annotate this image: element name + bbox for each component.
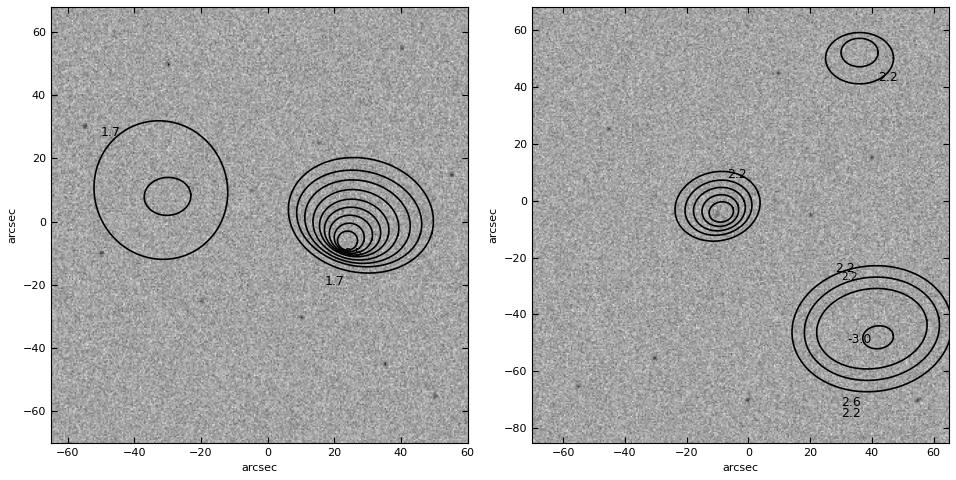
Text: 2.2: 2.2: [841, 407, 860, 420]
Text: 2.2: 2.2: [841, 272, 858, 282]
Text: 1.7: 1.7: [324, 275, 344, 288]
Y-axis label: arcsec: arcsec: [489, 207, 498, 243]
Text: 2.2: 2.2: [727, 168, 747, 181]
Text: 2.5: 2.5: [344, 248, 362, 258]
Text: 2.2: 2.2: [878, 71, 898, 84]
X-axis label: arcsec: arcsec: [723, 463, 759, 473]
Y-axis label: arcsec: arcsec: [7, 207, 17, 243]
Text: 1.7: 1.7: [101, 126, 120, 139]
Text: 2.6: 2.6: [841, 396, 860, 408]
X-axis label: arcsec: arcsec: [241, 463, 277, 473]
Text: 2.2: 2.2: [835, 262, 855, 275]
Text: -3.0: -3.0: [847, 333, 872, 346]
